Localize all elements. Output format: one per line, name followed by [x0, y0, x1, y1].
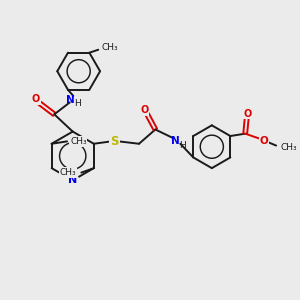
- Text: N: N: [66, 95, 75, 105]
- Text: O: O: [243, 109, 251, 119]
- Text: S: S: [110, 135, 119, 148]
- Text: O: O: [140, 105, 149, 115]
- Text: N: N: [68, 175, 77, 185]
- Text: H: H: [74, 99, 81, 108]
- Text: O: O: [32, 94, 40, 104]
- Text: H: H: [179, 141, 185, 150]
- Text: CH₃: CH₃: [101, 44, 118, 52]
- Circle shape: [67, 174, 79, 186]
- Text: CH₃: CH₃: [60, 168, 76, 177]
- Text: CH₃: CH₃: [280, 143, 297, 152]
- Text: N: N: [171, 136, 180, 146]
- Text: CH₃: CH₃: [70, 137, 87, 146]
- Text: O: O: [260, 136, 268, 146]
